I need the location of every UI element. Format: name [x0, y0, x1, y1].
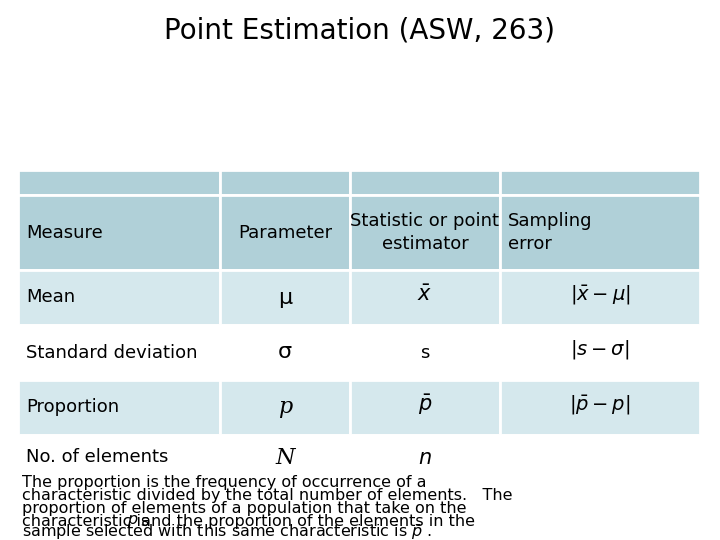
- Text: $p$: $p$: [127, 513, 138, 529]
- Bar: [220, 195, 350, 270]
- Text: Standard deviation: Standard deviation: [26, 343, 197, 361]
- Text: Sampling
error: Sampling error: [508, 212, 593, 253]
- Bar: [350, 170, 500, 195]
- Bar: [350, 435, 500, 480]
- Text: characteristic divided by the total number of elements.   The: characteristic divided by the total numb…: [22, 488, 513, 503]
- Bar: [18, 195, 220, 270]
- Text: p: p: [278, 396, 292, 419]
- Bar: [220, 380, 350, 435]
- Bar: [350, 325, 500, 380]
- Text: N: N: [275, 447, 294, 469]
- Text: $n$: $n$: [418, 448, 432, 468]
- Text: $|\bar{x}-\mu|$: $|\bar{x}-\mu|$: [570, 283, 630, 306]
- Bar: [500, 380, 700, 435]
- Text: Statistic or point
estimator: Statistic or point estimator: [351, 212, 500, 253]
- Bar: [18, 170, 220, 195]
- Text: sample selected with this same characteristic is $\bar{p}$ .: sample selected with this same character…: [22, 523, 432, 540]
- Bar: [500, 435, 700, 480]
- Bar: [500, 170, 700, 195]
- Text: Point Estimation (ASW, 263): Point Estimation (ASW, 263): [164, 16, 556, 44]
- Bar: [350, 380, 500, 435]
- Bar: [500, 325, 700, 380]
- Text: No. of elements: No. of elements: [26, 449, 168, 467]
- Bar: [18, 325, 220, 380]
- Bar: [350, 270, 500, 325]
- Bar: [18, 380, 220, 435]
- Text: μ: μ: [278, 287, 292, 307]
- Text: $\bar{p}$: $\bar{p}$: [418, 393, 432, 417]
- Text: characteristic is: characteristic is: [22, 514, 154, 529]
- Bar: [500, 195, 700, 270]
- Text: Mean: Mean: [26, 288, 75, 307]
- Text: $|\bar{p}-p|$: $|\bar{p}-p|$: [570, 393, 631, 416]
- Text: $|s-\sigma|$: $|s-\sigma|$: [570, 338, 629, 361]
- Text: Measure: Measure: [26, 224, 103, 241]
- Bar: [18, 435, 220, 480]
- Bar: [220, 435, 350, 480]
- Text: σ: σ: [278, 342, 292, 362]
- Text: Proportion: Proportion: [26, 399, 119, 416]
- Bar: [220, 270, 350, 325]
- Text: The proportion is the frequency of occurrence of a: The proportion is the frequency of occur…: [22, 475, 426, 490]
- Bar: [18, 270, 220, 325]
- Text: s: s: [420, 343, 430, 361]
- Text: proportion of elements of a population that take on the: proportion of elements of a population t…: [22, 501, 467, 516]
- Bar: [220, 325, 350, 380]
- Text: Parameter: Parameter: [238, 224, 332, 241]
- Bar: [220, 170, 350, 195]
- Bar: [500, 270, 700, 325]
- Text: $\bar{x}$: $\bar{x}$: [418, 285, 433, 305]
- Text: and the proportion of the elements in the: and the proportion of the elements in th…: [136, 514, 475, 529]
- Bar: [350, 195, 500, 270]
